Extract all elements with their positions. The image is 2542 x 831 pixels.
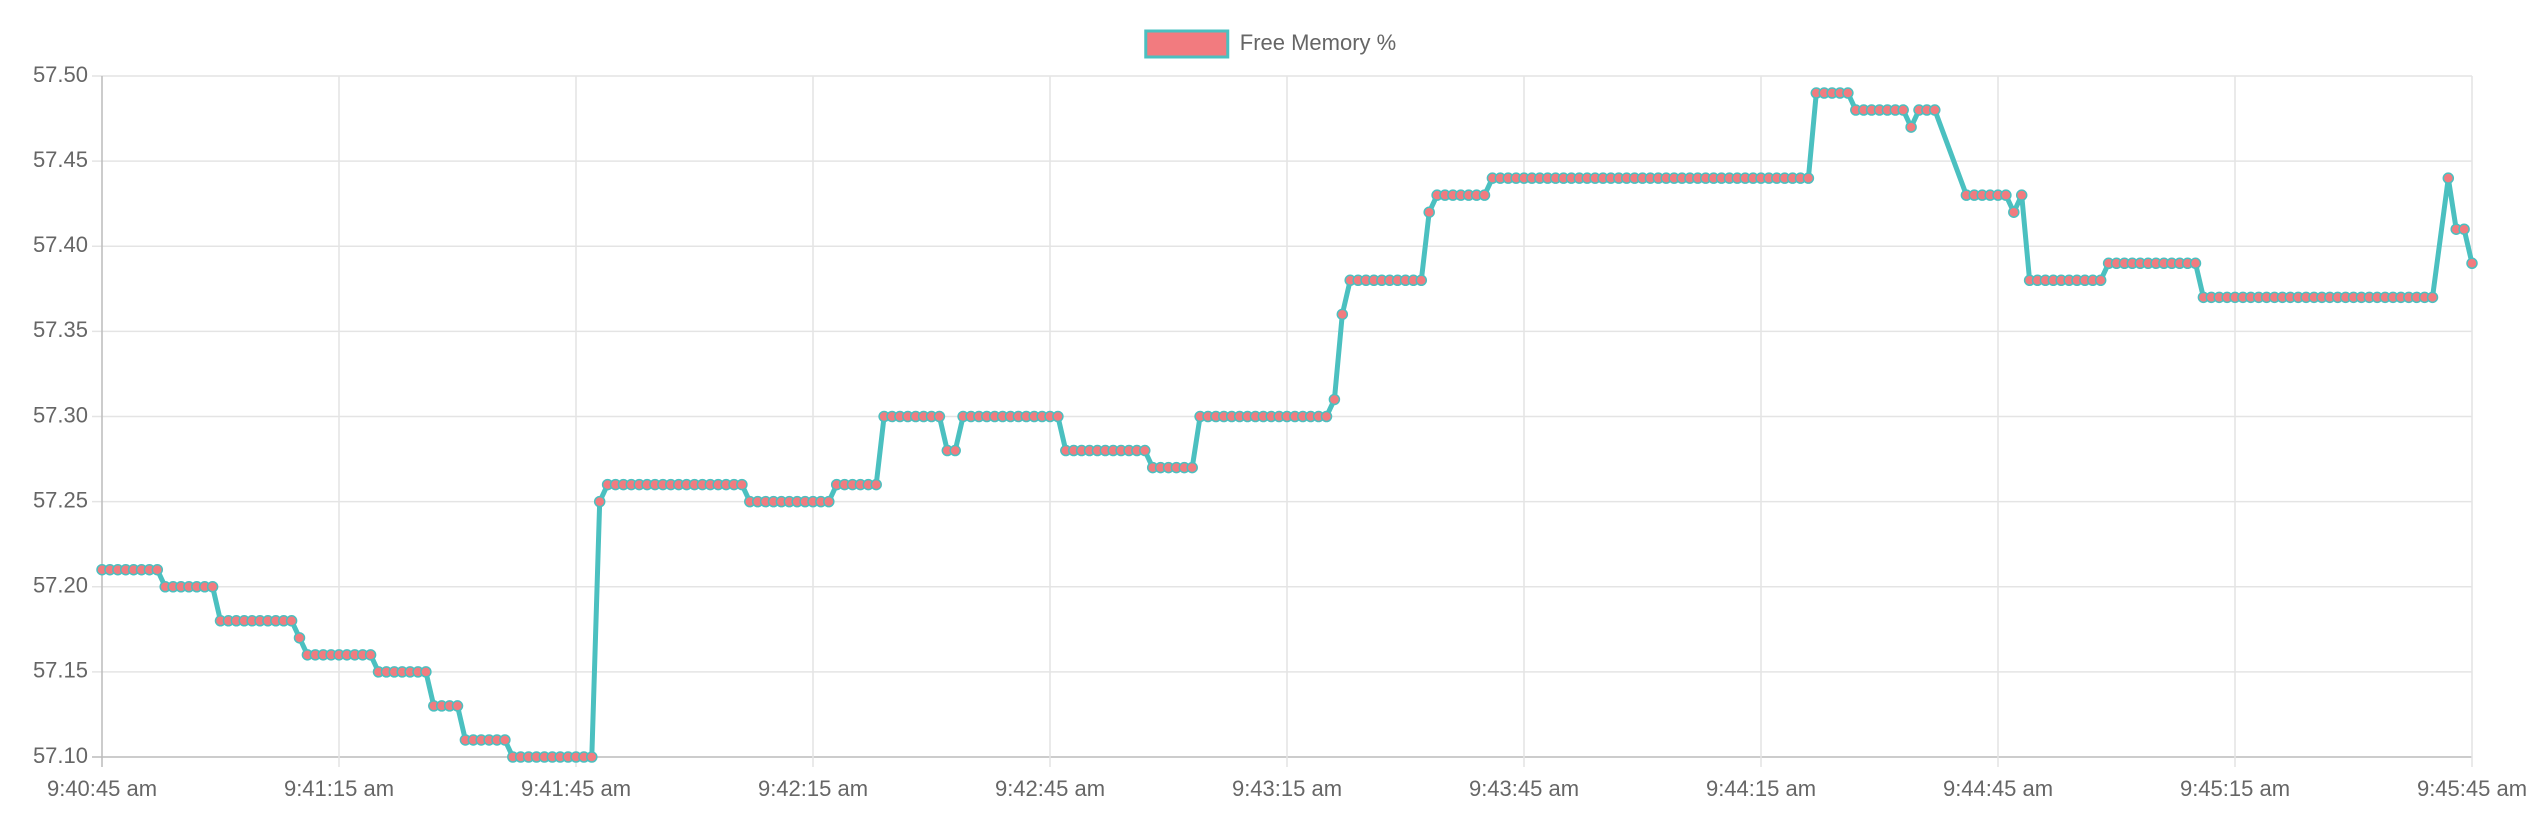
x-tick-label: 9:43:45 am [1469, 776, 1579, 801]
data-point [2008, 206, 2020, 218]
data-point [151, 563, 164, 576]
data-point [1052, 410, 1064, 423]
data-point [499, 734, 511, 746]
x-tick-label: 9:43:15 am [1232, 776, 1342, 801]
x-tick-label: 9:41:15 am [284, 776, 394, 801]
data-point [2458, 223, 2470, 235]
y-tick-label: 57.40 [33, 232, 88, 257]
data-point [1802, 172, 1815, 184]
data-point [1897, 104, 1909, 116]
data-point [586, 751, 598, 763]
data-point [1139, 444, 1151, 457]
data-point [870, 478, 882, 491]
data-point [2015, 189, 2028, 201]
x-tick-label: 9:44:15 am [1706, 776, 1816, 801]
data-point [736, 478, 748, 491]
y-tick-label: 57.30 [33, 402, 88, 427]
data-point [293, 632, 306, 644]
x-tick-label: 9:45:15 am [2180, 776, 2290, 801]
x-tick-label: 9:42:45 am [995, 776, 1105, 801]
data-point [2442, 172, 2455, 184]
data-point [933, 410, 946, 423]
y-tick-label: 57.50 [33, 62, 88, 87]
data-point [1336, 308, 1349, 321]
data-point [420, 666, 432, 678]
data-point [1905, 121, 1917, 133]
x-tick-label: 9:45:45 am [2417, 776, 2527, 801]
y-tick-label: 57.20 [33, 573, 88, 598]
data-point [285, 615, 298, 627]
data-point [1415, 274, 1428, 287]
data-point [823, 495, 835, 508]
data-point [2094, 274, 2107, 287]
y-tick-label: 57.45 [33, 147, 88, 172]
y-tick-label: 57.10 [33, 743, 88, 768]
data-point [364, 649, 377, 661]
data-point [2466, 257, 2478, 270]
data-point [1186, 461, 1198, 474]
x-tick-label: 9:44:45 am [1943, 776, 2053, 801]
data-point [1423, 206, 1435, 218]
data-point [206, 581, 219, 593]
data-point [2426, 291, 2439, 304]
data-point [1478, 189, 1491, 201]
y-tick-label: 57.35 [33, 317, 88, 342]
legend-swatch [1144, 29, 1230, 59]
data-point [1842, 87, 1854, 99]
legend-label: Free Memory % [1240, 30, 1396, 55]
y-tick-label: 57.15 [33, 658, 88, 683]
data-point [1328, 393, 1341, 406]
x-tick-label: 9:42:15 am [758, 776, 868, 801]
data-point [451, 700, 464, 712]
data-point [949, 444, 961, 457]
y-tick-label: 57.25 [33, 487, 88, 512]
x-tick-label: 9:40:45 am [47, 776, 157, 801]
data-point [1320, 410, 1333, 423]
data-point [2000, 189, 2012, 201]
data-point [1929, 104, 1941, 116]
data-point [593, 495, 606, 508]
x-tick-label: 9:41:45 am [521, 776, 631, 801]
data-point [2189, 257, 2202, 270]
